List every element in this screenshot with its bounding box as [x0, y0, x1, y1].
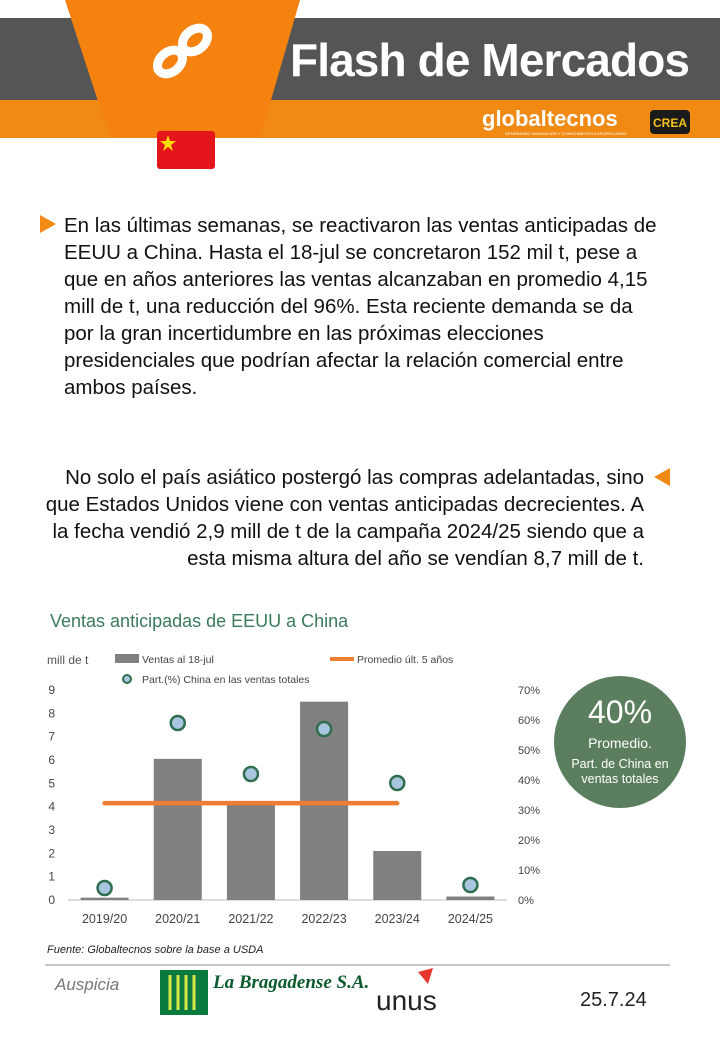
y2-tick-label: 50% [518, 745, 540, 757]
partner: CREA [653, 116, 687, 130]
legend-swatch [122, 674, 132, 684]
y2-tick-label: 70% [518, 685, 540, 697]
y2-tick-label: 30% [518, 805, 540, 817]
y2-tick-label: 10% [518, 865, 540, 877]
bar [153, 758, 202, 900]
y-tick-label: 1 [48, 870, 55, 884]
callout-value: 40% [588, 694, 652, 730]
sponsor2-icon [418, 968, 433, 984]
date: 25.7.24 [580, 989, 647, 1011]
paragraph: No solo el país asiático postergó las co… [45, 466, 644, 570]
y-tick-label: 4 [48, 800, 55, 814]
y-tick-label: 0 [48, 893, 55, 907]
share-dot [315, 720, 333, 738]
x-tick-label: 2023/24 [375, 912, 420, 926]
legend-label: Promedio últ. 5 años [357, 654, 453, 666]
y-tick-label: 7 [48, 730, 55, 744]
y-tick-label: 3 [48, 823, 55, 837]
sponsor2: unus [376, 985, 437, 1016]
flag [157, 131, 215, 169]
y-tick-label: 6 [48, 753, 55, 767]
callout-note: Part. de China en ventas totales [571, 757, 669, 786]
bullet [40, 215, 56, 233]
y2-tick-label: 0% [518, 895, 534, 907]
sponsor1: La Bragadense S.A. [212, 972, 369, 993]
y2-tick-label: 60% [518, 715, 540, 727]
callout-note-box: Part. de China en ventas totales [571, 757, 669, 786]
sponsor1-icon [160, 970, 208, 1015]
source: Fuente: Globaltecnos sobre la base a USD… [47, 944, 263, 956]
legend-label: Ventas al 18-jul [142, 654, 214, 666]
bar [373, 851, 422, 900]
y2-tick-label: 40% [518, 775, 540, 787]
bullet [654, 468, 670, 486]
y2-tick-label: 20% [518, 835, 540, 847]
x-tick-label: 2022/23 [301, 912, 346, 926]
y-tick-label: 2 [48, 846, 55, 860]
paragraph: En las últimas semanas, se reactivaron l… [64, 214, 657, 399]
partner-box [650, 110, 690, 134]
x-tick-label: 2020/21 [155, 912, 200, 926]
share-dot [169, 714, 186, 732]
legend-swatch [115, 654, 139, 663]
y-tick-label: 9 [48, 683, 55, 697]
y-tick-label: 5 [48, 776, 55, 790]
brand-tagline: GENERANDO INNOVACIÓN Y CONOCIMIENTO AGRO… [505, 131, 627, 136]
share-dot [242, 765, 260, 783]
bar [226, 804, 275, 900]
sponsor-label: Auspicia [54, 975, 119, 994]
x-tick-label: 2019/20 [82, 912, 127, 926]
title: Flash de Mercados [290, 34, 690, 86]
brand: globaltecnos [482, 106, 618, 131]
share-dot [389, 774, 406, 792]
logo-icon [152, 23, 213, 79]
callout-text: Promedio. [588, 735, 652, 751]
share-dot [96, 879, 113, 897]
x-tick-label: 2021/22 [228, 912, 273, 926]
chart-title: Ventas anticipadas de EEUU a China [50, 611, 349, 631]
bar [446, 896, 495, 900]
bar [80, 897, 129, 900]
legend-label: Part.(%) China en las ventas totales [142, 674, 310, 686]
y-axis-label: mill de t [47, 653, 89, 667]
x-tick-label: 2024/25 [448, 912, 493, 926]
share-dot [462, 876, 479, 894]
flag-star [160, 135, 176, 151]
callout [554, 676, 686, 808]
y-tick-label: 8 [48, 706, 55, 720]
